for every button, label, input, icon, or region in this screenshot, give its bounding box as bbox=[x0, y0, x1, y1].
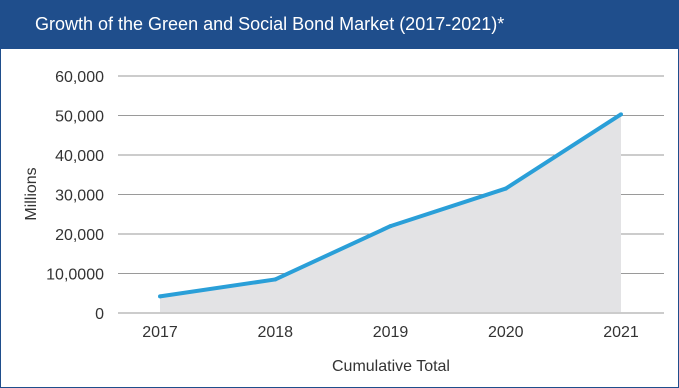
data-point bbox=[503, 186, 508, 191]
y-tick-labels: 0 10,0000 20,000 30,000 40,000 50,000 60,000 bbox=[46, 69, 104, 323]
data-point bbox=[619, 112, 623, 117]
y-tick-label: 0 bbox=[95, 306, 104, 323]
data-point bbox=[388, 224, 393, 229]
y-tick-label: 30,000 bbox=[55, 188, 104, 205]
chart-title: Growth of the Green and Social Bond Mark… bbox=[35, 14, 505, 34]
data-points bbox=[158, 112, 623, 299]
x-axis-label: Cumulative Total bbox=[332, 358, 450, 375]
x-tick-label: 2018 bbox=[257, 324, 293, 341]
data-point bbox=[158, 294, 162, 299]
y-axis-label: Millions bbox=[23, 167, 40, 220]
x-tick-label: 2019 bbox=[373, 324, 409, 341]
x-tick-label: 2021 bbox=[603, 324, 639, 341]
y-tick-label: 50,000 bbox=[55, 109, 104, 126]
y-tick-label: 20,000 bbox=[55, 227, 104, 244]
y-tick-label: 10,0000 bbox=[46, 267, 104, 284]
x-tick-label: 2020 bbox=[488, 324, 524, 341]
x-tick-labels: 2017 2018 2019 2020 2021 bbox=[142, 324, 639, 341]
y-tick-label: 40,000 bbox=[55, 148, 104, 165]
y-tick-label: 60,000 bbox=[55, 69, 104, 86]
area-fill bbox=[160, 114, 621, 312]
chart-header: Growth of the Green and Social Bond Mark… bbox=[1, 1, 678, 49]
x-tick-label: 2017 bbox=[142, 324, 178, 341]
data-point bbox=[273, 277, 278, 282]
